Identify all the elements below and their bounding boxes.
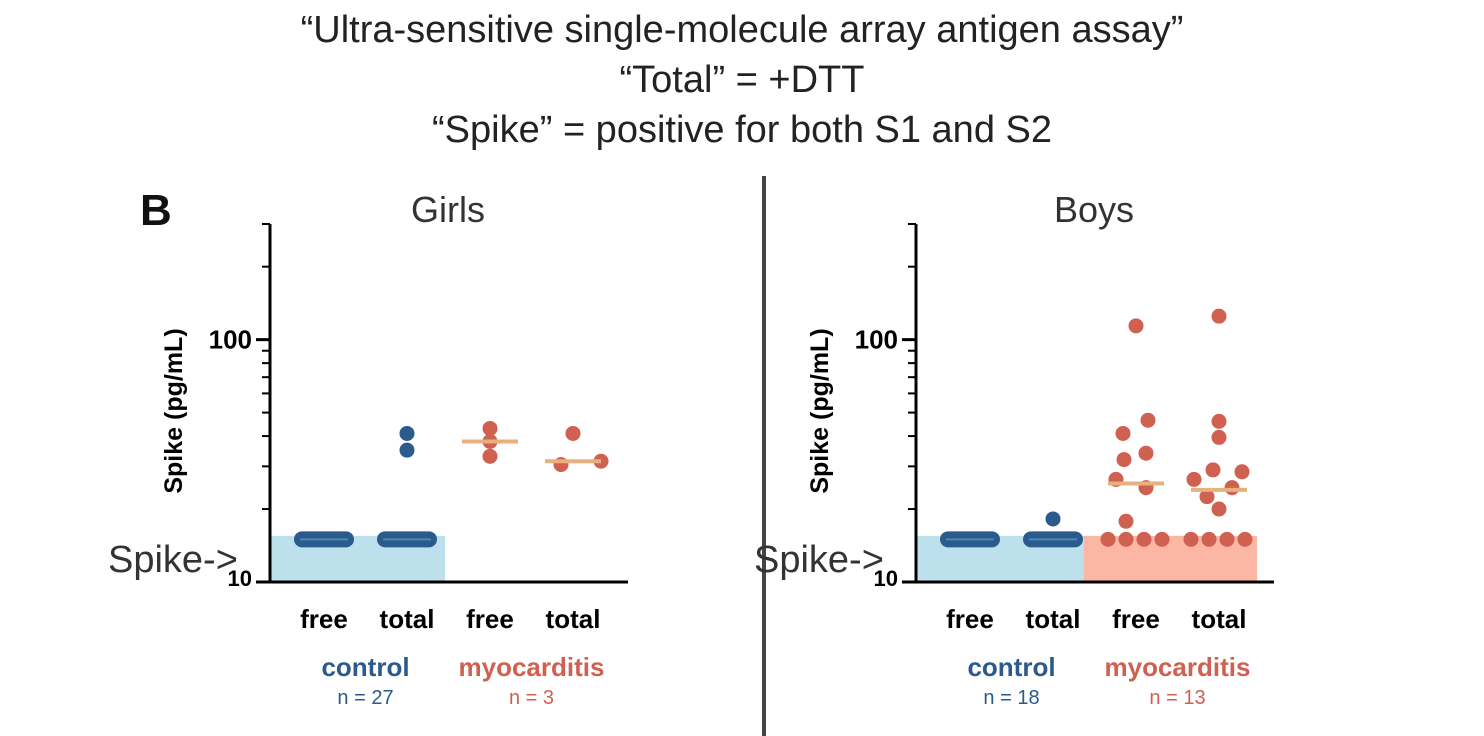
x-tick-label: total: [1026, 604, 1081, 634]
chart-title: Girls: [411, 189, 485, 230]
data-point: [1045, 511, 1061, 527]
data-point: [1224, 480, 1240, 496]
lod-label: Spike->: [108, 539, 238, 581]
data-point: [1100, 531, 1116, 547]
header-line-1: “Ultra-sensitive single-molecule array a…: [300, 9, 1184, 51]
panel-label: B: [140, 186, 172, 235]
data-point: [1205, 462, 1221, 478]
data-point: [1219, 531, 1235, 547]
data-point: [1115, 425, 1131, 441]
y-tick-label: 10: [874, 566, 898, 591]
y-tick-label: 100: [855, 325, 898, 355]
group-label-control: control: [321, 652, 409, 682]
group-label-myocarditis: myocarditis: [1105, 652, 1251, 682]
x-tick-label: total: [1192, 604, 1247, 634]
group-n-myocarditis: n = 13: [1149, 687, 1205, 709]
group-label-myocarditis: myocarditis: [459, 652, 605, 682]
data-point: [1118, 513, 1134, 529]
y-axis-label: Spike (pg/mL): [160, 328, 188, 493]
data-point: [482, 420, 498, 436]
chart-title: Boys: [1054, 189, 1134, 230]
y-tick-label: 10: [228, 566, 252, 591]
data-point: [1118, 531, 1134, 547]
header-line-3: “Spike” = positive for both S1 and S2: [432, 109, 1052, 151]
y-tick-label: 100: [209, 325, 252, 355]
data-point: [1211, 308, 1227, 324]
data-point: [482, 448, 498, 464]
data-point: [1138, 445, 1154, 461]
data-point: [565, 425, 581, 441]
data-point: [399, 442, 415, 458]
data-point: [1116, 452, 1132, 468]
x-tick-label: free: [1112, 604, 1160, 634]
x-tick-label: free: [946, 604, 994, 634]
panel-divider: [762, 176, 766, 736]
data-point: [1211, 413, 1227, 429]
data-point: [1201, 531, 1217, 547]
header-line-2: “Total” = +DTT: [619, 59, 865, 101]
x-tick-label: total: [380, 604, 435, 634]
lod-label: Spike->: [754, 539, 884, 581]
x-tick-label: free: [466, 604, 514, 634]
data-point: [1211, 501, 1227, 517]
chart-boys: 10 100 Spike (pg/mL) Boys Spike-> free total fr…: [754, 189, 1274, 709]
data-point: [1186, 471, 1202, 487]
data-point: [1128, 318, 1144, 334]
data-point: [1234, 464, 1250, 480]
data-point: [1199, 489, 1215, 505]
data-point: [1154, 531, 1170, 547]
data-point: [399, 425, 415, 441]
x-tick-label: total: [546, 604, 601, 634]
data-point: [1136, 531, 1152, 547]
group-n-control: n = 18: [983, 687, 1039, 709]
group-n-myocarditis: n = 3: [509, 687, 554, 709]
x-tick-label: free: [300, 604, 348, 634]
data-point: [1211, 429, 1227, 445]
group-label-control: control: [967, 652, 1055, 682]
data-point: [1140, 412, 1156, 428]
y-axis-label: Spike (pg/mL): [806, 328, 834, 493]
group-n-control: n = 27: [337, 687, 393, 709]
chart-girls: 10 100 Spike (pg/mL) Girls Spike-> free total f…: [108, 189, 628, 709]
data-point: [1183, 531, 1199, 547]
data-point: [1237, 531, 1253, 547]
